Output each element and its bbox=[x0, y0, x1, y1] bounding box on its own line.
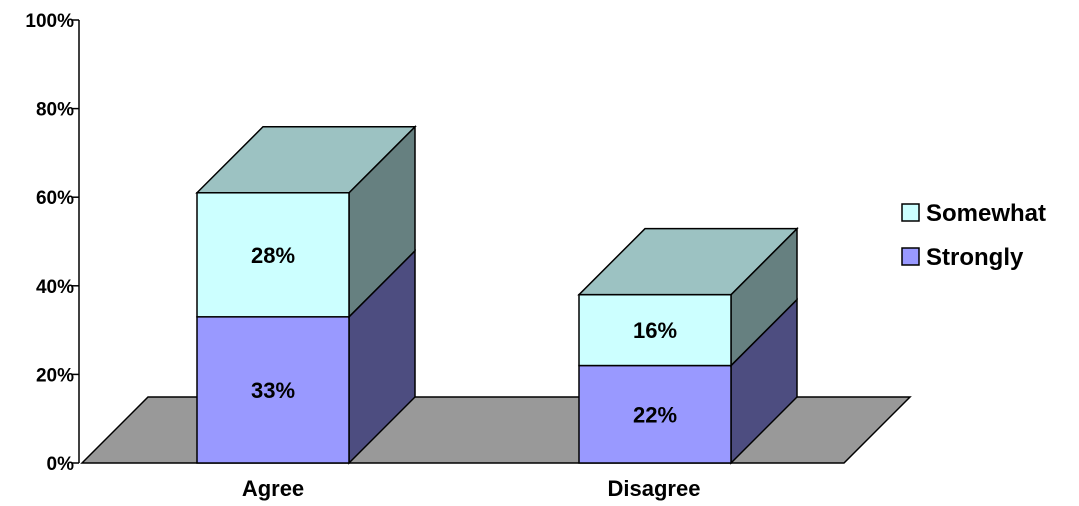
bar-top bbox=[195, 126, 417, 194]
legend-label: Somewhat bbox=[926, 200, 1046, 227]
bar-top bbox=[577, 227, 799, 296]
y-tick-label: 0% bbox=[47, 454, 75, 475]
y-tick-label: 60% bbox=[36, 188, 74, 209]
bar-segment bbox=[578, 364, 732, 464]
bar-segment bbox=[196, 316, 350, 464]
data-label: 33% bbox=[251, 378, 295, 403]
data-label: 22% bbox=[633, 402, 677, 427]
legend-swatch bbox=[901, 247, 920, 266]
data-label: 28% bbox=[251, 243, 295, 268]
x-tick-label: Agree bbox=[242, 476, 304, 501]
y-tick-label: 80% bbox=[36, 100, 74, 121]
y-tick-label: 40% bbox=[36, 277, 74, 298]
legend-swatch bbox=[901, 203, 920, 222]
legend-label: Strongly bbox=[926, 244, 1024, 271]
x-tick-label: Disagree bbox=[608, 476, 701, 501]
bar-segment bbox=[196, 192, 350, 318]
y-tick-label: 20% bbox=[36, 365, 74, 386]
data-label: 16% bbox=[633, 318, 677, 343]
y-tick-label: 100% bbox=[25, 11, 74, 32]
